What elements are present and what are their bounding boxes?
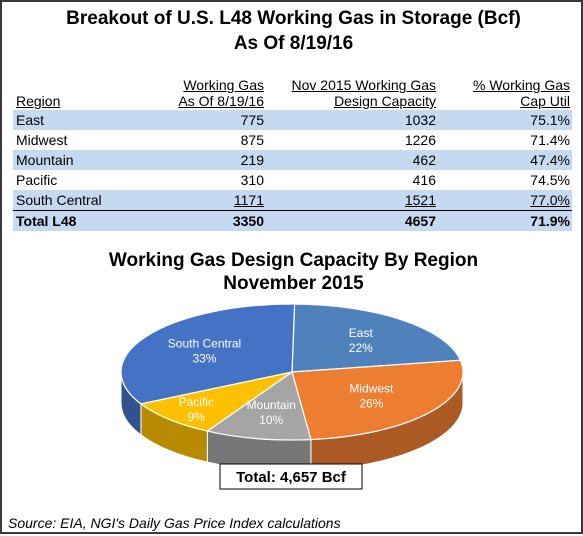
cell-working-gas: 1171 (131, 190, 266, 211)
pie-tops (120, 303, 464, 441)
table-title-line2: As Of 8/19/16 (233, 33, 354, 54)
pie-value-east: 22% (349, 341, 373, 355)
cell-working-gas: 875 (240, 132, 264, 148)
header-working-gas: Working Gas As Of 8/19/16 (178, 77, 264, 109)
cell-region: Pacific (16, 172, 58, 188)
header-util: % Working Gas Cap Util (473, 77, 570, 109)
cell-util: 71.4% (530, 132, 570, 148)
header-region: Region (16, 93, 61, 109)
source-note: Source: EIA, NGI's Daily Gas Price Index… (8, 515, 341, 531)
cell-working-gas: 3350 (131, 210, 266, 231)
cell-util: 74.5% (530, 172, 570, 188)
cell-region: Total L48 (13, 210, 131, 231)
cell-capacity: 462 (266, 150, 438, 170)
pie-label-south-central: South Central (168, 337, 241, 351)
cell-capacity: 1521 (266, 190, 438, 211)
cell-util: 75.1% (438, 110, 572, 130)
cell-capacity: 4657 (266, 210, 438, 231)
pie-title-line1: Working Gas Design Capacity By Region (108, 250, 479, 271)
header-capacity: Nov 2015 Working Gas Design Capacity (291, 77, 436, 109)
pie-label-pacific: Pacific (179, 395, 214, 409)
cell-working-gas: 219 (131, 150, 266, 170)
pie-value-pacific: 9% (188, 410, 206, 424)
total-label-box: Total: 4,657 Bcf (219, 463, 363, 490)
table-row: Midwest 875 1226 71.4% (13, 130, 572, 150)
pie-title-line2: November 2015 (223, 273, 364, 294)
pie-title: Working Gas Design Capacity By Region No… (2, 249, 583, 295)
cell-util: 47.4% (438, 150, 572, 170)
cell-working-gas: 775 (131, 110, 266, 130)
pie-sides (120, 371, 464, 472)
total-label-rect (219, 463, 363, 490)
cell-region: South Central (13, 190, 131, 211)
table-title-line1: Breakout of U.S. L48 Working Gas in Stor… (66, 8, 521, 29)
cell-region: East (13, 110, 131, 130)
cell-util: 77.0% (438, 190, 572, 211)
table-row: East 775 1032 75.1% (13, 110, 572, 130)
pie-slice-east (291, 303, 462, 373)
table-total-row: Total L48 3350 4657 71.9% (13, 210, 572, 231)
storage-table: Region Working Gas As Of 8/19/16 Nov 2015… (13, 77, 572, 231)
table-row: Pacific 310 416 74.5% (13, 170, 572, 190)
pie-value-mountain: 10% (259, 413, 283, 427)
cell-capacity: 1032 (266, 110, 438, 130)
pie-label-east: East (349, 326, 374, 340)
table-row: South Central 1171 1521 77.0% (13, 190, 572, 211)
pie-slice-pacific (139, 371, 293, 432)
table-title: Breakout of U.S. L48 Working Gas in Stor… (2, 6, 583, 56)
pie-slice-south-central (120, 303, 296, 405)
table-header-row: Region Working Gas As Of 8/19/16 Nov 2015… (13, 77, 572, 110)
pie-slice-midwest (291, 359, 464, 441)
cell-util: 71.9% (438, 210, 572, 231)
cell-working-gas: 310 (240, 172, 264, 188)
cell-capacity: 416 (412, 172, 436, 188)
table-row: Mountain 219 462 47.4% (13, 150, 572, 170)
cell-region: Mountain (13, 150, 131, 170)
cell-region: Midwest (16, 132, 68, 148)
pie-label-midwest: Midwest (349, 382, 394, 396)
pie-value-south-central: 33% (192, 352, 216, 366)
pie-value-midwest: 26% (359, 397, 383, 411)
total-label-text: Total: 4,657 Bcf (236, 469, 347, 486)
pie-slice-mountain (205, 371, 312, 441)
cell-capacity: 1226 (404, 132, 436, 148)
pie-label-mountain: Mountain (247, 398, 296, 412)
